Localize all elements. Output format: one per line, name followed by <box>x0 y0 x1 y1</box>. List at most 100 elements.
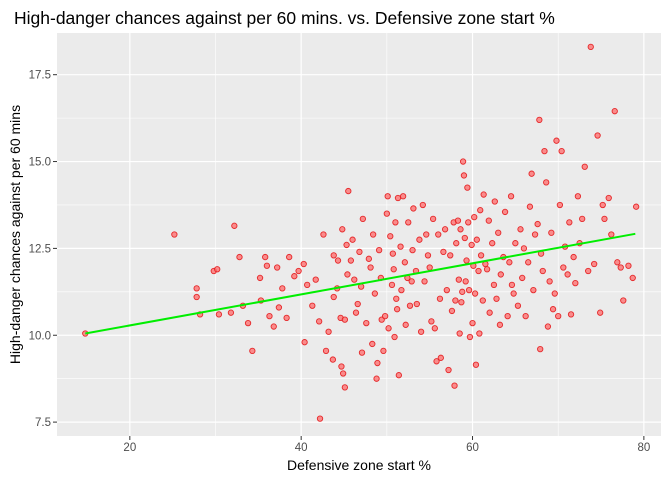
y-tick-label: 10.0 <box>29 330 51 342</box>
data-point <box>410 247 415 252</box>
data-point <box>591 261 596 266</box>
data-point <box>449 308 454 313</box>
data-point <box>540 268 545 273</box>
data-point <box>392 334 397 339</box>
data-point <box>398 244 403 249</box>
data-point <box>342 385 347 390</box>
data-point <box>340 371 345 376</box>
data-point <box>480 298 485 303</box>
data-point <box>407 303 412 308</box>
data-point <box>388 234 393 239</box>
data-point <box>476 268 481 273</box>
data-point <box>538 346 543 351</box>
data-point <box>461 173 466 178</box>
data-point <box>467 334 472 339</box>
data-point <box>345 272 350 277</box>
data-point <box>331 253 336 258</box>
data-point <box>432 326 437 331</box>
data-point <box>472 291 477 296</box>
data-point <box>444 287 449 292</box>
data-point <box>310 303 315 308</box>
data-point <box>595 133 600 138</box>
data-point <box>452 383 457 388</box>
data-point <box>438 355 443 360</box>
data-point <box>372 291 377 296</box>
data-point <box>582 164 587 169</box>
data-point <box>326 329 331 334</box>
data-point <box>430 216 435 221</box>
data-point <box>429 319 434 324</box>
data-point <box>418 329 423 334</box>
data-point <box>357 249 362 254</box>
data-point <box>381 348 386 353</box>
data-point <box>370 232 375 237</box>
data-point <box>339 364 344 369</box>
data-point <box>478 253 483 258</box>
data-point <box>194 294 199 299</box>
data-point <box>250 348 255 353</box>
data-point <box>454 240 459 245</box>
data-point <box>411 206 416 211</box>
data-point <box>359 350 364 355</box>
data-point <box>571 254 576 259</box>
data-point <box>382 313 387 318</box>
data-point <box>612 108 617 113</box>
data-point <box>633 204 638 209</box>
data-point <box>526 260 531 265</box>
data-point <box>424 232 429 237</box>
data-point <box>394 306 399 311</box>
data-point <box>455 218 460 223</box>
data-point <box>490 240 495 245</box>
data-point <box>446 367 451 372</box>
data-point <box>442 227 447 232</box>
data-point <box>466 287 471 292</box>
data-point <box>537 117 542 122</box>
data-point <box>463 279 468 284</box>
data-point <box>406 220 411 225</box>
data-point <box>464 258 469 263</box>
data-point <box>507 260 512 265</box>
data-point <box>486 218 491 223</box>
data-point <box>304 282 309 287</box>
data-point <box>335 258 340 263</box>
data-point <box>216 312 221 317</box>
data-point <box>505 313 510 318</box>
data-point <box>472 214 477 219</box>
data-point <box>390 251 395 256</box>
data-point <box>509 282 514 287</box>
data-point <box>403 322 408 327</box>
y-axis-title: High-danger chances against per 60 mins <box>7 105 23 364</box>
data-point <box>567 220 572 225</box>
data-point <box>301 261 306 266</box>
data-point <box>264 263 269 268</box>
data-point <box>520 275 525 280</box>
data-point <box>441 249 446 254</box>
data-point <box>502 209 507 214</box>
data-point <box>621 298 626 303</box>
data-point <box>470 320 475 325</box>
data-point <box>448 253 453 258</box>
x-axis: 20 40 60 80 <box>123 436 650 454</box>
data-point <box>460 159 465 164</box>
data-point <box>515 303 520 308</box>
data-point <box>626 263 631 268</box>
data-point <box>394 296 399 301</box>
data-point <box>606 195 611 200</box>
data-point <box>366 256 371 261</box>
data-point <box>513 240 518 245</box>
data-point <box>245 320 250 325</box>
data-point <box>262 254 267 259</box>
data-point <box>437 296 442 301</box>
data-point <box>284 315 289 320</box>
data-point <box>588 44 593 49</box>
data-point <box>391 267 396 272</box>
data-point <box>545 324 550 329</box>
data-point <box>350 237 355 242</box>
data-point <box>547 279 552 284</box>
data-point <box>481 192 486 197</box>
data-point <box>409 279 414 284</box>
data-point <box>555 313 560 318</box>
data-point <box>579 216 584 221</box>
y-tick-label: 17.5 <box>29 70 51 82</box>
